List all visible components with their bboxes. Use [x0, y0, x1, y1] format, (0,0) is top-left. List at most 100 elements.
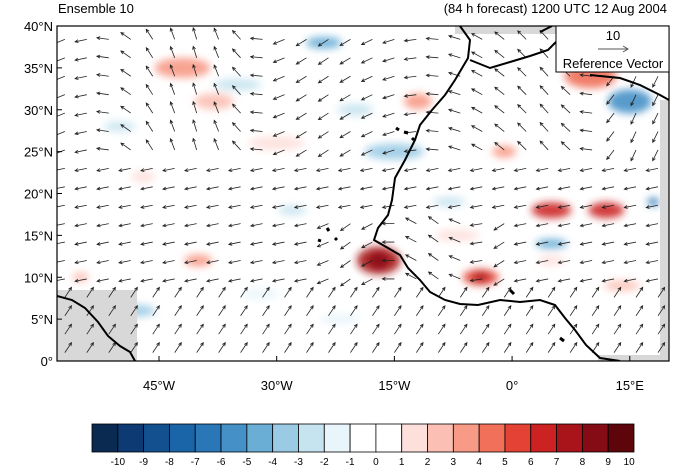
wind-arrow	[425, 204, 439, 209]
wind-arrow	[513, 204, 527, 209]
wind-arrow	[140, 186, 153, 191]
wind-arrow	[108, 305, 116, 316]
wind-arrow	[162, 241, 175, 246]
wind-arrow	[306, 305, 314, 316]
wind-arrow	[140, 167, 153, 172]
wind-arrow	[74, 223, 87, 228]
wind-arrow	[295, 39, 307, 47]
wind-arrow	[328, 305, 336, 316]
wind-arrow	[404, 217, 417, 225]
colorbar-label: 1	[399, 457, 405, 468]
wind-arrow	[652, 112, 659, 125]
wind-arrow	[284, 341, 292, 353]
wind-arrow	[74, 75, 87, 80]
wind-arrow	[547, 341, 556, 353]
wind-arrow	[606, 131, 615, 142]
wind-arrow	[448, 273, 461, 280]
wind-arrow	[394, 323, 402, 335]
wind-arrow	[57, 112, 65, 119]
wind-arrow	[579, 91, 593, 96]
wind-arrow	[213, 119, 220, 132]
wind-arrow	[205, 278, 219, 283]
wind-arrow	[425, 147, 439, 152]
wind-arrow	[231, 85, 241, 95]
wind-arrow	[359, 186, 373, 191]
wind-arrow	[86, 286, 94, 298]
anomaly-blob	[278, 205, 307, 216]
wind-arrow	[183, 186, 197, 191]
wind-arrow	[272, 149, 285, 156]
wind-arrow	[227, 204, 241, 209]
wind-arrow	[96, 241, 109, 246]
africa-coastline	[372, 26, 621, 361]
colorbar-label: -2	[320, 457, 329, 468]
wind-arrow	[213, 27, 220, 40]
wind-arrow	[425, 36, 439, 41]
colorbar-swatch	[401, 423, 428, 453]
wind-arrow	[162, 204, 175, 209]
colorbar-swatch	[530, 423, 557, 453]
wind-arrow	[249, 186, 263, 191]
wind-arrow	[262, 305, 270, 316]
wind-arrow	[517, 103, 527, 114]
wind-arrow	[403, 186, 417, 191]
wind-arrow	[470, 143, 483, 151]
wind-arrow	[630, 149, 637, 162]
colorbar-swatch	[323, 423, 351, 453]
wind-arrow	[95, 91, 109, 96]
wind-arrow	[535, 260, 549, 265]
wind-arrow	[118, 223, 131, 228]
reference-vector-value: 10	[606, 28, 620, 43]
wind-arrow	[339, 260, 351, 268]
wind-arrow	[339, 131, 351, 139]
wind-arrow	[404, 254, 417, 261]
wind-arrow	[145, 139, 154, 151]
wind-arrow	[591, 323, 600, 335]
wind-arrow	[95, 110, 109, 114]
wind-arrow	[425, 92, 439, 96]
wind-arrow	[249, 204, 263, 209]
wind-arrow	[493, 241, 505, 249]
colorbar-label: 10	[624, 457, 636, 468]
wind-arrow	[547, 286, 556, 298]
wind-arrow	[317, 57, 329, 65]
wind-arrow	[652, 94, 659, 107]
wind-arrow	[535, 204, 549, 209]
wind-arrow	[560, 141, 571, 151]
wind-arrow	[162, 260, 175, 265]
colorbar-swatch	[117, 423, 145, 453]
colorbar-swatch	[375, 423, 403, 453]
wind-arrow	[381, 204, 395, 209]
wind-arrow	[120, 68, 131, 77]
wind-arrow	[272, 57, 285, 64]
wind-arrow	[57, 204, 65, 208]
anomaly-blob	[531, 202, 572, 219]
wind-arrow	[447, 127, 461, 132]
wind-arrow	[337, 167, 351, 172]
wind-arrow	[470, 106, 483, 114]
wind-arrow	[447, 186, 461, 191]
wind-arrow	[623, 260, 637, 265]
wind-arrow	[539, 48, 549, 59]
wind-arrow	[437, 341, 446, 353]
wind-arrow	[557, 223, 571, 228]
wind-arrow	[382, 149, 395, 155]
wind-arrow	[503, 341, 512, 353]
wind-arrow	[174, 341, 182, 353]
wind-arrow	[491, 186, 505, 191]
colorbar-label: -7	[191, 457, 200, 468]
wind-arrow	[295, 149, 307, 157]
wind-arrow	[494, 105, 505, 114]
wind-arrow	[623, 186, 637, 191]
wind-arrow	[272, 75, 285, 82]
wind-arrow	[86, 305, 94, 316]
wind-arrow	[613, 341, 622, 353]
wind-arrow	[174, 305, 182, 316]
wind-arrow	[108, 323, 116, 335]
wind-arrow	[513, 223, 527, 228]
colorbar-label: 3	[451, 457, 457, 468]
wind-arrow	[218, 341, 226, 353]
forecast-time-title: (84 h forecast) 1200 UTC 12 Aug 2004	[443, 1, 667, 16]
wind-arrow	[218, 323, 226, 335]
wind-arrow	[205, 241, 219, 246]
